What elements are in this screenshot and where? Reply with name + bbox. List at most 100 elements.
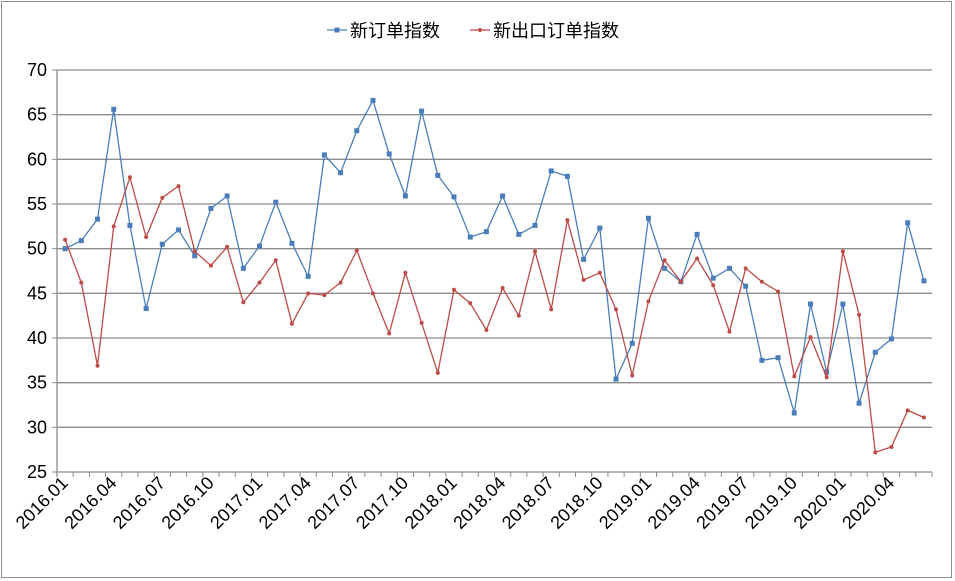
y-tick-label: 25 (27, 462, 47, 482)
data-point (597, 225, 603, 231)
data-point (111, 106, 117, 112)
data-point (662, 258, 667, 263)
data-point (581, 256, 587, 262)
legend-marker-square-icon (334, 27, 340, 33)
x-tick-label: 2018.07 (498, 473, 558, 533)
data-point (208, 263, 213, 268)
data-point (159, 241, 165, 247)
data-point (516, 231, 522, 237)
data-point (759, 357, 765, 363)
data-point (370, 291, 375, 296)
y-tick-label: 60 (27, 149, 47, 169)
data-point (403, 270, 408, 275)
data-point (500, 285, 505, 290)
x-tick-label: 2016.07 (109, 473, 169, 533)
data-point (257, 243, 263, 249)
y-tick-label: 65 (27, 105, 47, 125)
data-point (921, 415, 926, 420)
series-1 (62, 97, 927, 416)
data-point (127, 222, 133, 228)
x-tick-label: 2017.07 (303, 473, 363, 533)
data-point (176, 227, 182, 233)
data-point (225, 244, 230, 249)
data-point (807, 301, 813, 307)
data-point (95, 216, 101, 222)
data-point (484, 327, 489, 332)
data-point (921, 278, 927, 284)
data-point (743, 283, 749, 289)
data-point (857, 312, 862, 317)
data-point (888, 336, 894, 342)
data-point (516, 313, 521, 318)
x-tick-label: 2017.10 (352, 473, 412, 533)
x-tick-label: 2017.01 (206, 473, 266, 533)
data-point (79, 280, 84, 285)
y-tick-label: 50 (27, 239, 47, 259)
data-point (306, 291, 311, 296)
data-point (305, 273, 311, 279)
data-point (824, 369, 830, 375)
data-point (176, 184, 181, 189)
series-2 (63, 174, 926, 455)
gridlines (57, 69, 932, 428)
data-point (694, 231, 700, 237)
data-point (727, 329, 732, 334)
data-point (776, 289, 781, 294)
data-point (160, 195, 165, 200)
data-point (775, 355, 781, 361)
data-point (63, 237, 68, 242)
data-point (662, 265, 668, 271)
data-point (143, 306, 149, 312)
data-point (614, 307, 619, 312)
data-point (565, 218, 570, 223)
data-point (710, 275, 716, 281)
data-point (386, 151, 392, 157)
data-point (78, 238, 84, 244)
data-point (192, 253, 198, 259)
data-point (856, 400, 862, 406)
x-tick-label: 2020.01 (790, 473, 850, 533)
x-tick-label: 2020.04 (838, 473, 898, 533)
data-point (613, 376, 619, 382)
data-point (532, 222, 538, 228)
data-point (435, 172, 441, 178)
x-tick-label: 2019.04 (644, 473, 704, 533)
legend-label: 新出口订单指数 (493, 21, 619, 42)
data-point (402, 193, 408, 199)
data-point (630, 373, 635, 378)
data-point (629, 340, 635, 346)
data-point (273, 199, 279, 205)
data-point (695, 256, 700, 261)
data-point (240, 265, 246, 271)
data-point (711, 283, 716, 288)
data-point (322, 293, 327, 298)
data-point (889, 444, 894, 449)
data-point (726, 265, 732, 271)
data-point (646, 299, 651, 304)
data-point (468, 301, 473, 306)
series-line (64, 174, 925, 454)
data-point (840, 249, 845, 254)
x-tick-label: 2017.04 (255, 473, 315, 533)
x-tick-label: 2016.10 (158, 473, 218, 533)
data-point (483, 229, 489, 235)
data-point (840, 301, 846, 307)
data-point (872, 349, 878, 355)
data-point (467, 234, 473, 240)
data-point (111, 224, 116, 229)
legend: 新订单指数 新出口订单指数 (327, 21, 619, 42)
data-point (144, 235, 149, 240)
data-point (905, 220, 911, 226)
x-tick-label: 2019.10 (741, 473, 801, 533)
data-point (354, 248, 359, 253)
data-point (873, 450, 878, 455)
y-tick-label: 40 (27, 328, 47, 348)
data-point (338, 170, 344, 176)
data-point (241, 300, 246, 305)
data-point (548, 168, 554, 174)
data-point (451, 287, 456, 292)
y-tick-label: 55 (27, 194, 47, 214)
data-point (597, 270, 602, 275)
